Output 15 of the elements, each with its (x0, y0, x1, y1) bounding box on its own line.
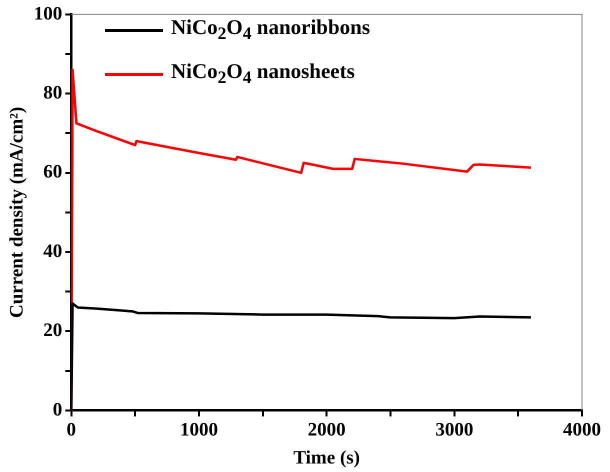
y-tick-label: 0 (52, 399, 62, 420)
y-tick-label: 20 (43, 320, 62, 342)
x-axis-title: Time (s) (293, 448, 360, 469)
y-tick-label: 40 (43, 240, 62, 262)
x-tick-label: 0 (66, 420, 76, 441)
x-tick-label: 1000 (180, 420, 218, 441)
x-tick-label: 3000 (435, 420, 474, 441)
y-axis-title: Current density (mA/cm²) (6, 106, 28, 318)
y-tick-label: 80 (43, 82, 62, 104)
y-tick-label: 100 (34, 3, 62, 24)
legend-label: NiCo$_{2}$O$_{4}$ nanosheets (171, 58, 355, 90)
x-tick-label: 2000 (308, 420, 346, 441)
x-tick-label: 4000 (563, 420, 601, 441)
y-tick-label: 60 (43, 162, 62, 183)
legend-label: NiCo$_{2}$O$_{4}$ nanoribbons (171, 14, 370, 46)
